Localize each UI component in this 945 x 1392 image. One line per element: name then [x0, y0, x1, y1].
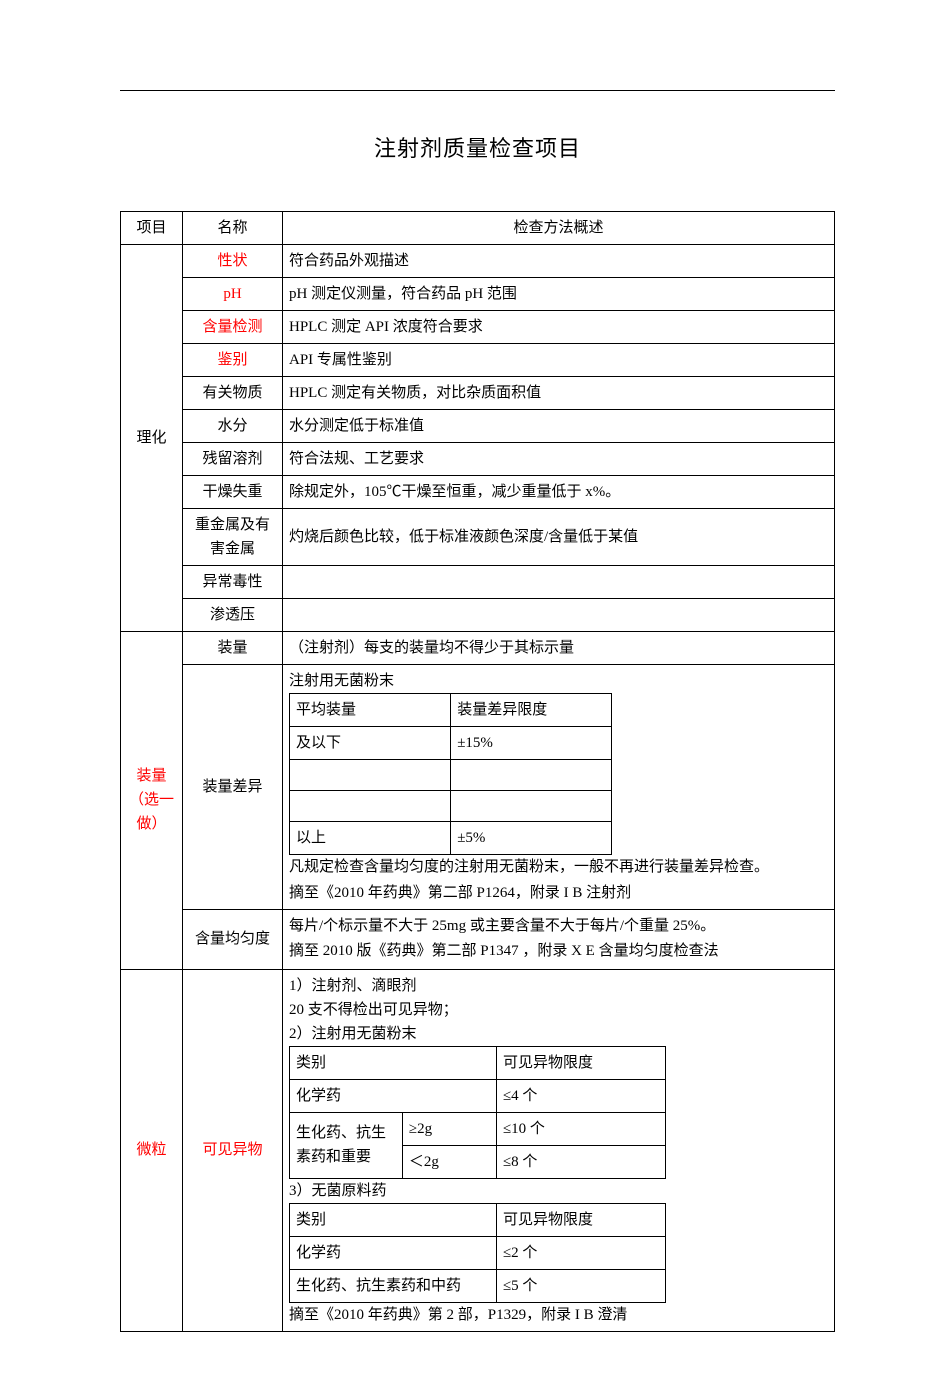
top-rule	[120, 90, 835, 91]
fill-variation-note2: 摘至《2010 年药典》第二部 P1264，附录 I B 注射剂	[289, 881, 828, 905]
row-name: 异常毒性	[183, 566, 283, 599]
category-fill: 装量（选一做）	[121, 632, 183, 970]
table-row: 异常毒性	[121, 566, 835, 599]
header-category: 项目	[121, 212, 183, 245]
row-desc: 除规定外，105℃干燥至恒重，减少重量低于 x%。	[283, 476, 835, 509]
row-desc: 符合法规、工艺要求	[283, 443, 835, 476]
visible-desc: 1）注射剂、滴眼剂 20 支不得检出可见异物； 2）注射用无菌粉末 类别 可见异…	[283, 969, 835, 1331]
main-table: 项目 名称 检查方法概述 理化 性状 符合药品外观描述 pH pH 测定仪测量，…	[120, 211, 835, 1332]
visible-p1b: 20 支不得检出可见异物；	[289, 998, 828, 1022]
uniformity-line2: 摘至 2010 版《药典》第二部 P1347 ，附录 X E 含量均匀度检查法	[289, 939, 828, 965]
inner-cell: 化学药	[290, 1236, 497, 1269]
header-desc: 检查方法概述	[283, 212, 835, 245]
inner-cell: ≤10 个	[496, 1112, 665, 1145]
row-name: 含量均匀度	[183, 909, 283, 969]
inner-cell: ≤5 个	[496, 1269, 665, 1302]
inner-cell: 平均装量	[290, 694, 451, 727]
uniformity-line1: 每片/个标示量不大于 25mg 或主要含量不大于每片/个重量 25%。	[289, 914, 828, 940]
row-name: 残留溶剂	[183, 443, 283, 476]
row-name: pH	[183, 278, 283, 311]
visible-p3: 3）无菌原料药	[289, 1179, 828, 1203]
row-name: 装量差异	[183, 665, 283, 910]
inner-cell: 及以下	[290, 727, 451, 760]
table-row: 含量检测 HPLC 测定 API 浓度符合要求	[121, 311, 835, 344]
visible-foot: 摘至《2010 年药典》第 2 部，P1329，附录 I B 澄清	[289, 1303, 828, 1327]
visible-p2: 2）注射用无菌粉末	[289, 1022, 828, 1046]
table-row: 水分 水分测定低于标准值	[121, 410, 835, 443]
table-header-row: 项目 名称 检查方法概述	[121, 212, 835, 245]
visible-table-b: 类别 可见异物限度 化学药 ≤2 个 生化药、抗生素药和中药 ≤5 个	[289, 1203, 666, 1303]
header-name: 名称	[183, 212, 283, 245]
fill-variation-note1: 凡规定检查含量均匀度的注射用无菌粉末，一般不再进行装量差异检查。	[289, 855, 828, 881]
fill-variation-desc: 注射用无菌粉末 平均装量 装量差异限度 及以下 ±15%	[283, 665, 835, 910]
table-row: pH pH 测定仪测量，符合药品 pH 范围	[121, 278, 835, 311]
row-desc: HPLC 测定有关物质，对比杂质面积值	[283, 377, 835, 410]
visible-p1a: 1）注射剂、滴眼剂	[289, 974, 828, 998]
inner-cell: 生化药、抗生素药和中药	[290, 1269, 497, 1302]
category-particle: 微粒	[121, 969, 183, 1331]
inner-cell: 可见异物限度	[496, 1203, 665, 1236]
table-row: 含量均匀度 每片/个标示量不大于 25mg 或主要含量不大于每片/个重量 25%…	[121, 909, 835, 969]
inner-cell: ±15%	[451, 727, 612, 760]
inner-cell: ≥2g	[402, 1112, 496, 1145]
row-desc: 灼烧后颜色比较，低于标准液颜色深度/含量低于某值	[283, 509, 835, 566]
row-desc: 水分测定低于标准值	[283, 410, 835, 443]
table-row: 重金属及有害金属 灼烧后颜色比较，低于标准液颜色深度/含量低于某值	[121, 509, 835, 566]
inner-cell: 类别	[290, 1203, 497, 1236]
inner-cell	[451, 760, 612, 791]
row-desc: 符合药品外观描述	[283, 245, 835, 278]
page-title: 注射剂质量检查项目	[120, 131, 835, 163]
row-desc: 每片/个标示量不大于 25mg 或主要含量不大于每片/个重量 25%。 摘至 2…	[283, 909, 835, 969]
inner-cell: ＜2g	[402, 1145, 496, 1178]
row-name: 干燥失重	[183, 476, 283, 509]
table-row: 微粒 可见异物 1）注射剂、滴眼剂 20 支不得检出可见异物； 2）注射用无菌粉…	[121, 969, 835, 1331]
row-desc: HPLC 测定 API 浓度符合要求	[283, 311, 835, 344]
row-name: 性状	[183, 245, 283, 278]
table-row: 残留溶剂 符合法规、工艺要求	[121, 443, 835, 476]
category-physchem: 理化	[121, 245, 183, 632]
row-name: 鉴别	[183, 344, 283, 377]
table-row: 理化 性状 符合药品外观描述	[121, 245, 835, 278]
inner-cell	[451, 791, 612, 822]
visible-table-a: 类别 可见异物限度 化学药 ≤4 个 生化药、抗生素药和重要 ≥2g ≤10 个…	[289, 1046, 666, 1179]
inner-cell: 可见异物限度	[496, 1046, 665, 1079]
table-row: 鉴别 API 专属性鉴别	[121, 344, 835, 377]
row-name: 有关物质	[183, 377, 283, 410]
inner-cell: 类别	[290, 1046, 497, 1079]
inner-cell	[290, 760, 451, 791]
inner-cell: 装量差异限度	[451, 694, 612, 727]
row-name: 渗透压	[183, 599, 283, 632]
row-name: 含量检测	[183, 311, 283, 344]
table-row: 有关物质 HPLC 测定有关物质，对比杂质面积值	[121, 377, 835, 410]
row-name: 重金属及有害金属	[183, 509, 283, 566]
row-desc: （注射剂）每支的装量均不得少于其标示量	[283, 632, 835, 665]
table-row: 渗透压	[121, 599, 835, 632]
row-desc: pH 测定仪测量，符合药品 pH 范围	[283, 278, 835, 311]
inner-cell: 化学药	[290, 1079, 497, 1112]
row-desc	[283, 599, 835, 632]
table-row: 装量差异 注射用无菌粉末 平均装量 装量差异限度 及以下 ±15%	[121, 665, 835, 910]
inner-cell: 生化药、抗生素药和重要	[290, 1112, 403, 1178]
row-name: 装量	[183, 632, 283, 665]
table-row: 装量（选一做） 装量 （注射剂）每支的装量均不得少于其标示量	[121, 632, 835, 665]
row-name: 水分	[183, 410, 283, 443]
fill-variation-intro: 注射用无菌粉末	[289, 669, 828, 693]
inner-cell: ±5%	[451, 822, 612, 855]
fill-variation-table: 平均装量 装量差异限度 及以下 ±15%	[289, 693, 612, 855]
inner-cell	[290, 791, 451, 822]
row-desc	[283, 566, 835, 599]
document-page: 注射剂质量检查项目 项目 名称 检查方法概述 理化 性状 符合药品外观描述 pH…	[0, 0, 945, 1392]
row-desc: API 专属性鉴别	[283, 344, 835, 377]
inner-cell: 以上	[290, 822, 451, 855]
row-name: 可见异物	[183, 969, 283, 1331]
table-row: 干燥失重 除规定外，105℃干燥至恒重，减少重量低于 x%。	[121, 476, 835, 509]
inner-cell: ≤2 个	[496, 1236, 665, 1269]
inner-cell: ≤4 个	[496, 1079, 665, 1112]
inner-cell: ≤8 个	[496, 1145, 665, 1178]
